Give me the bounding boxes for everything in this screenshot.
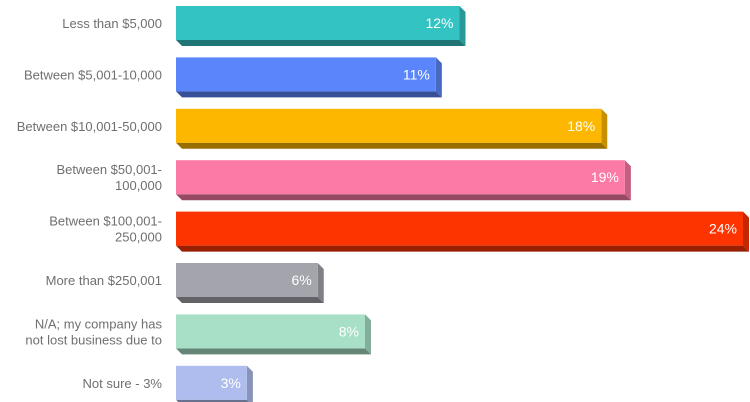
bar-side-face (459, 6, 466, 46)
category-label-line: Between $5,001-10,000 (24, 67, 162, 82)
bar-side-face (601, 108, 608, 149)
bar-side-face (365, 314, 371, 355)
category-label: Less than $5,000 (62, 16, 162, 31)
category-label-line: 250,000 (115, 230, 162, 245)
data-label: 6% (292, 272, 312, 288)
bar (176, 57, 436, 92)
category-label: Between $10,001-50,000 (17, 119, 162, 134)
category-label: N/A; my company has not lost business due… (25, 316, 162, 347)
bar-bottom-face (176, 297, 324, 303)
category-label-line: N/A; my company has (35, 316, 163, 331)
data-label: 24% (709, 221, 737, 237)
bar-bottom-face (176, 142, 608, 149)
bar (176, 211, 743, 246)
category-label-line: Not sure - 3% (83, 376, 163, 391)
bar (176, 365, 247, 400)
bar-bottom-face (176, 245, 749, 252)
bar-group: 11% Between $5,001-10,000 (24, 57, 442, 98)
bar-side-face (743, 211, 749, 252)
bar (176, 314, 365, 349)
data-label: 8% (339, 323, 359, 339)
bar-group: 18% Between $10,001-50,000 (17, 108, 608, 149)
category-label-line: Between $10,001-50,000 (17, 119, 162, 134)
category-label-line: Between $50,001- (56, 162, 162, 177)
category-label: Between $50,001-100,000 (56, 162, 162, 193)
bar-group: 19% Between $50,001-100,000 (56, 160, 631, 201)
category-label-line: More than $250,001 (46, 273, 162, 288)
data-label: 19% (591, 169, 619, 185)
bar-group: 24% Between $100,001-250,000 (49, 211, 749, 252)
bar-group: 6% More than $250,001 (46, 263, 324, 303)
bar (176, 160, 625, 195)
category-label: Between $100,001-250,000 (49, 214, 162, 245)
category-label: Not sure - 3% (83, 376, 163, 391)
category-label-line: not lost business due to (25, 332, 162, 347)
category-label: Between $5,001-10,000 (24, 67, 162, 82)
bar (176, 6, 460, 40)
plot-area: 12% Less than $5,000 11% Between $5,001-10,… (17, 6, 749, 402)
bar-group: 8% N/A; my company has not lost business d… (25, 314, 371, 355)
bar-bottom-face (176, 91, 442, 98)
bar (176, 263, 318, 297)
data-label: 12% (425, 15, 453, 31)
data-label: 3% (221, 375, 241, 391)
bar-group: 12% Less than $5,000 (62, 6, 466, 46)
category-label-line: Between $100,001- (49, 214, 162, 229)
data-label: 11% (403, 66, 430, 82)
bar-side-face (246, 365, 253, 402)
bar-side-face (435, 57, 442, 98)
bar-side-face (624, 160, 631, 201)
bar-bottom-face (176, 40, 466, 46)
bar-bottom-face (176, 348, 371, 355)
bar-bottom-face (176, 399, 250, 402)
bar-bottom-face (176, 194, 631, 201)
data-label: 18% (567, 118, 595, 134)
category-label-line: Less than $5,000 (62, 16, 162, 31)
bar (176, 108, 602, 143)
bar-side-face (317, 263, 324, 303)
category-label-line: 100,000 (115, 178, 162, 193)
bar-group: 3% Not sure - 3% (83, 365, 253, 402)
category-label: More than $250,001 (46, 273, 162, 288)
